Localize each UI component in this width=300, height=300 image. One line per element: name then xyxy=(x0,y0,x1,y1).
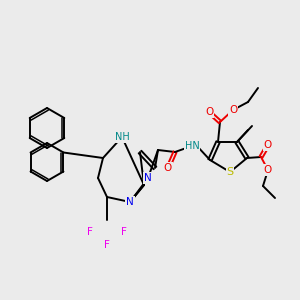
Text: O: O xyxy=(264,165,272,175)
Text: N: N xyxy=(144,173,152,183)
Text: S: S xyxy=(226,167,234,177)
Text: O: O xyxy=(205,107,213,117)
Text: O: O xyxy=(229,105,237,115)
Text: F: F xyxy=(121,227,127,237)
Text: F: F xyxy=(104,240,110,250)
Text: NH: NH xyxy=(115,132,129,142)
Text: N: N xyxy=(126,197,134,207)
Text: O: O xyxy=(264,140,272,150)
Text: F: F xyxy=(87,227,93,237)
Text: HN: HN xyxy=(184,141,200,151)
Text: O: O xyxy=(164,163,172,173)
